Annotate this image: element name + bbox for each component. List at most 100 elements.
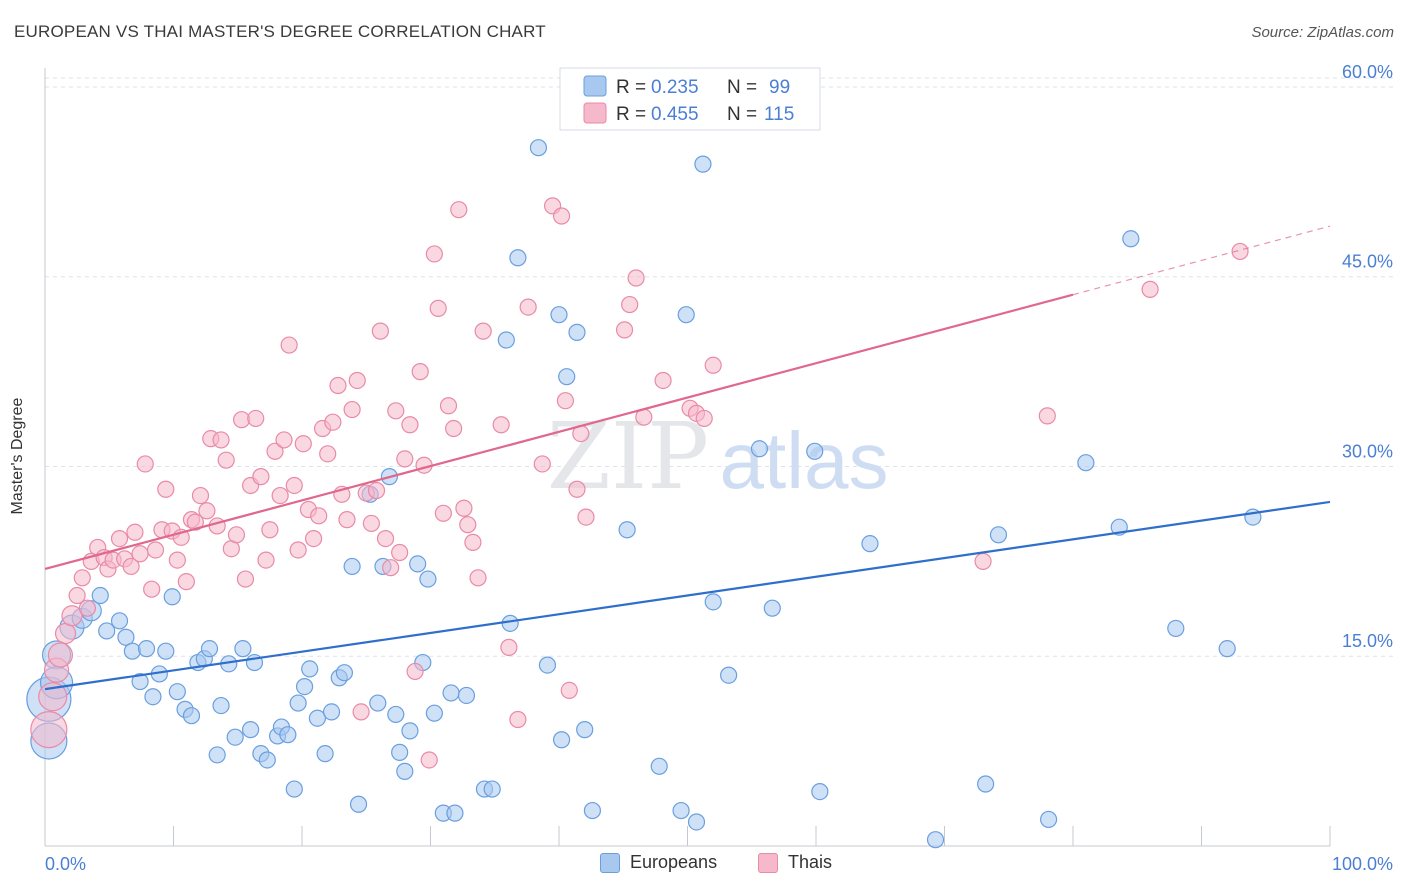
data-point-europeans [285, 780, 303, 798]
data-point-thais [186, 513, 204, 531]
data-point-europeans [144, 688, 162, 706]
data-point-europeans [401, 722, 419, 740]
data-point-thais [469, 569, 487, 587]
data-point-thais [974, 552, 992, 570]
data-point-europeans [989, 526, 1008, 544]
data-point-europeans [242, 721, 260, 739]
data-point-europeans [483, 780, 501, 798]
data-point-thais [217, 451, 235, 469]
data-point-europeans [806, 442, 824, 460]
data-point-thais [168, 551, 186, 569]
data-point-thais [198, 502, 216, 520]
data-point-thais [257, 551, 275, 569]
data-point-thais [552, 207, 571, 225]
y-tick-label: 15.0% [1342, 631, 1393, 651]
data-point-thais [247, 409, 265, 428]
trend-line-extension-thais [1072, 225, 1331, 296]
data-point-europeans [212, 696, 230, 715]
legend-label-europeans: Europeans [630, 852, 718, 872]
stats-n-label-blue: N = [727, 77, 757, 98]
data-point-thais [396, 450, 414, 468]
data-point-europeans [279, 726, 297, 744]
trend-line-europeans [44, 500, 1331, 691]
data-point-thais [1231, 242, 1249, 261]
data-point-europeans [123, 642, 141, 660]
data-point-europeans [343, 557, 361, 576]
data-point-europeans [618, 521, 636, 539]
data-point-europeans [694, 155, 712, 173]
data-point-thais [425, 245, 443, 263]
trend-line-thais [44, 293, 1074, 571]
data-point-europeans [289, 694, 307, 712]
axes [44, 68, 1331, 847]
stats-r-label-pink: R = [616, 104, 646, 125]
stats-n-label-pink: N = [727, 104, 757, 125]
data-point-thais [445, 419, 463, 438]
stats-r-label-blue: R = [616, 77, 646, 98]
data-point-europeans [501, 614, 519, 632]
data-point-thais [275, 431, 293, 449]
data-point-europeans [316, 745, 334, 763]
data-point-europeans [550, 306, 568, 324]
data-point-thais [459, 516, 477, 534]
data-point-europeans [1077, 454, 1095, 472]
data-point-thais [289, 541, 307, 559]
data-point-thais [143, 580, 161, 598]
data-point-thais [252, 468, 270, 486]
data-point-thais [329, 376, 347, 395]
data-point-thais [387, 402, 405, 420]
data-point-thais [310, 507, 328, 525]
data-point-europeans [552, 731, 571, 749]
data-point-thais [406, 662, 424, 681]
legend-item-thais[interactable]: Thais [758, 852, 832, 873]
data-point-thais [227, 526, 246, 544]
data-point-thais [401, 416, 419, 434]
data-point-europeans [687, 813, 706, 831]
stats-n-value-blue: 99 [769, 77, 790, 98]
chart-title: EUROPEAN VS THAI MASTER'S DEGREE CORRELA… [14, 22, 546, 41]
data-point-thais [73, 569, 91, 587]
data-point-europeans [91, 586, 109, 605]
source-label: Source: ZipAtlas.com [1251, 24, 1394, 41]
data-point-thais [1038, 407, 1056, 425]
data-point-europeans [295, 678, 314, 696]
y-tick-label: 60.0% [1342, 62, 1393, 82]
data-point-thais [266, 442, 284, 460]
data-point-europeans [182, 707, 201, 725]
legend-swatch-europeans [600, 852, 620, 873]
trend-lines [44, 225, 1331, 691]
data-point-europeans [391, 743, 409, 761]
data-point-thais [509, 710, 527, 729]
data-point-europeans [750, 440, 769, 458]
data-point-thais [208, 517, 226, 535]
data-point-thais [110, 529, 129, 548]
data-point-europeans [861, 535, 879, 553]
data-point-europeans [926, 831, 945, 849]
y-tick-label: 30.0% [1342, 441, 1393, 461]
data-point-europeans [704, 593, 722, 611]
data-point-europeans [568, 323, 586, 341]
data-point-europeans [576, 721, 594, 739]
data-point-thais [352, 703, 370, 721]
data-point-thais [157, 480, 175, 498]
data-point-europeans [720, 666, 738, 684]
data-point-thais [324, 413, 342, 431]
data-point-europeans [157, 642, 175, 660]
data-point-thais [362, 514, 380, 533]
data-point-thais [319, 445, 337, 463]
data-point-europeans [442, 684, 460, 702]
data-point-thais [261, 521, 279, 539]
data-point-europeans [301, 660, 319, 678]
watermark-atlas: atlas [720, 416, 889, 505]
data-point-europeans [409, 555, 427, 573]
data-point-thais [348, 371, 366, 390]
data-point-thais [212, 431, 230, 449]
data-point-europeans [335, 664, 354, 682]
legend-label-thais: Thais [788, 852, 833, 872]
data-point-thais [122, 557, 140, 576]
data-point-europeans [322, 703, 341, 721]
legend: Europeans Thais [0, 852, 1406, 878]
data-point-europeans [583, 801, 602, 820]
legend-item-europeans[interactable]: Europeans [600, 852, 717, 873]
data-point-thais [68, 586, 86, 605]
